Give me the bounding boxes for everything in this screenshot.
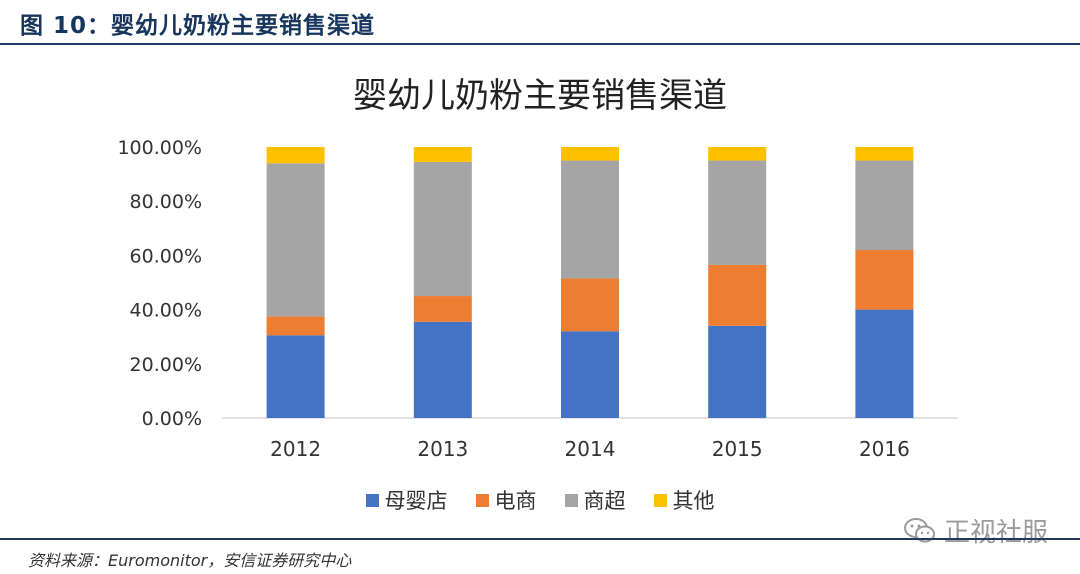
footer-divider bbox=[0, 538, 1080, 540]
bar-segment-商超-2012 bbox=[266, 163, 325, 317]
x-tick-label: 2016 bbox=[859, 437, 910, 461]
y-tick-label: 100.00% bbox=[117, 137, 202, 159]
bar-segment-母婴店-2015 bbox=[708, 325, 767, 418]
x-tick-label: 2013 bbox=[417, 437, 468, 461]
bar-segment-其他-2012 bbox=[266, 147, 325, 164]
watermark: 正视社服 bbox=[903, 512, 1048, 549]
legend-swatch bbox=[365, 493, 379, 507]
legend-label: 电商 bbox=[494, 489, 537, 513]
legend-label: 其他 bbox=[672, 489, 715, 513]
legend-swatch bbox=[564, 493, 578, 507]
x-tick-label: 2015 bbox=[712, 437, 763, 461]
legend-label: 商超 bbox=[583, 489, 626, 513]
y-tick-label: 20.00% bbox=[130, 354, 202, 376]
bar-segment-商超-2016 bbox=[855, 160, 914, 250]
bar-segment-电商-2012 bbox=[266, 316, 325, 336]
bar-segment-其他-2015 bbox=[708, 147, 767, 161]
figure-label: 图 10：婴幼儿奶粉主要销售渠道 bbox=[20, 13, 376, 39]
legend-item: 电商 bbox=[475, 485, 537, 515]
bar-segment-商超-2015 bbox=[708, 160, 767, 265]
bar-segment-母婴店-2014 bbox=[561, 331, 619, 418]
bar-segment-电商-2013 bbox=[413, 296, 472, 322]
watermark-text: 正视社服 bbox=[943, 518, 1048, 548]
legend-item: 商超 bbox=[564, 485, 626, 515]
y-tick-label: 80.00% bbox=[130, 191, 202, 213]
figure-header: 图 10：婴幼儿奶粉主要销售渠道 bbox=[0, 0, 1080, 45]
bar-segment-母婴店-2016 bbox=[855, 309, 914, 418]
wechat-icon bbox=[903, 517, 935, 542]
bar-segment-电商-2014 bbox=[561, 278, 619, 332]
y-tick-label: 0.00% bbox=[142, 408, 202, 430]
chart-legend: 母婴店 电商 商超 其他 bbox=[0, 485, 1080, 515]
legend-item: 母婴店 bbox=[365, 485, 448, 515]
stacked-bar-chart: 0.00% 20.00% 40.00% 60.00% 80.00% 100.00% 2012… bbox=[117, 137, 958, 461]
legend-label: 母婴店 bbox=[384, 489, 448, 513]
legend-item: 其他 bbox=[653, 485, 715, 515]
bar-segment-电商-2015 bbox=[708, 264, 767, 326]
legend-swatch bbox=[653, 493, 667, 507]
bar-segment-商超-2013 bbox=[413, 161, 472, 297]
bar-segment-商超-2014 bbox=[561, 160, 619, 279]
bar-segment-母婴店-2012 bbox=[266, 335, 325, 418]
x-tick-label: 2012 bbox=[270, 437, 321, 461]
bar-segment-母婴店-2013 bbox=[413, 321, 472, 418]
y-tick-label: 60.00% bbox=[130, 245, 202, 267]
bar-segment-其他-2016 bbox=[855, 147, 914, 161]
bar-segment-电商-2016 bbox=[855, 249, 914, 310]
bar-segment-其他-2013 bbox=[413, 147, 472, 162]
bar-segment-其他-2014 bbox=[561, 147, 619, 161]
header-divider bbox=[0, 43, 1080, 45]
chart-title: 婴幼儿奶粉主要销售渠道 bbox=[353, 76, 727, 116]
legend-swatch bbox=[475, 493, 489, 507]
x-tick-label: 2014 bbox=[565, 437, 616, 461]
source-note: 资料来源：Euromonitor，安信证券研究中心 bbox=[28, 551, 352, 570]
y-tick-label: 40.00% bbox=[130, 300, 202, 322]
